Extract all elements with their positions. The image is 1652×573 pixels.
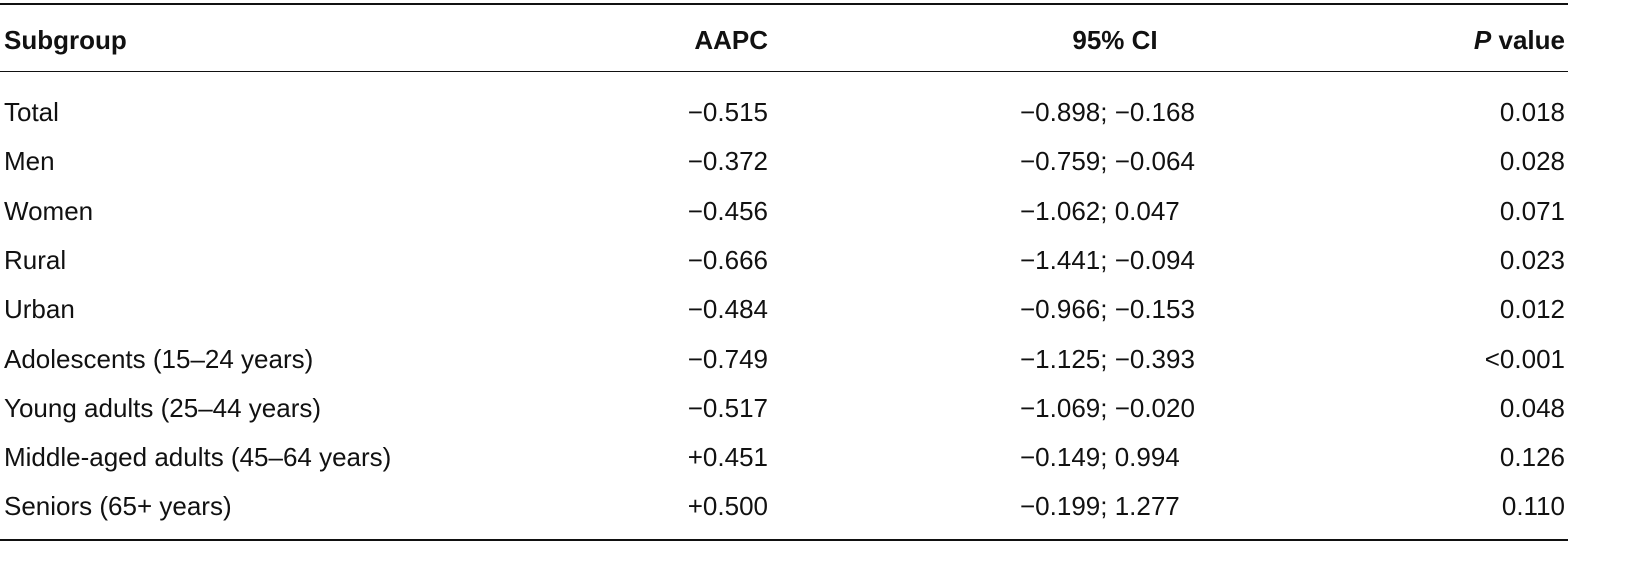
table-cell: 0.110: [1501, 491, 1565, 522]
table-cell: −0.666: [687, 244, 768, 275]
bottom-rule: [0, 539, 1568, 541]
table-cell: Women: [4, 195, 94, 226]
table-cell: 0.023: [1499, 244, 1565, 275]
header-italic: P: [1473, 25, 1492, 55]
table-cell: −0.759; −0.064: [1020, 146, 1195, 177]
table-cell: −0.149; 0.994: [1020, 442, 1180, 473]
table-cell: Rural: [4, 244, 67, 275]
table-cell: +0.451: [687, 442, 768, 473]
table-cell: 0.028: [1499, 146, 1565, 177]
table-cell: Total: [4, 97, 59, 127]
table-cell: 0.126: [1499, 442, 1565, 473]
table-cell: Urban: [4, 294, 75, 325]
table-cell: −0.966; −0.153: [1020, 294, 1195, 325]
header-cell: 95% CI: [1072, 25, 1158, 55]
header-text: value: [1498, 25, 1566, 55]
table-cell: −0.749: [687, 343, 768, 374]
table-cell: −1.069; −0.020: [1020, 392, 1195, 423]
table-cell: 0.071: [1499, 195, 1565, 226]
top-rule: [0, 3, 1568, 5]
table-cell: −0.515: [687, 97, 768, 127]
table-cell: −1.441; −0.094: [1020, 244, 1195, 275]
table-cell: −0.199; 1.277: [1020, 491, 1180, 522]
table-cell: −0.898; −0.168: [1020, 97, 1195, 127]
table-cell: +0.500: [687, 491, 768, 522]
table-cell: −0.372: [687, 146, 768, 177]
table-cell: Seniors (65+ years): [4, 491, 232, 522]
table-cell: −0.517: [687, 392, 768, 423]
table-cell: 0.018: [1499, 97, 1565, 127]
table-cell: <0.001: [1484, 343, 1565, 374]
table-cell: Men: [4, 146, 55, 177]
table-cell: −1.125; −0.393: [1020, 343, 1195, 374]
table-cell: Adolescents (15–24 years): [4, 343, 314, 374]
table-cell: Middle-aged adults (45–64 years): [4, 442, 392, 473]
table-cell: −0.484: [687, 294, 768, 325]
header-rule: [0, 71, 1568, 72]
table-cell: −0.456: [687, 195, 768, 226]
header-cell: P value: [1474, 25, 1565, 55]
table-cell: Young adults (25–44 years): [4, 392, 322, 423]
header-cell: AAPC: [694, 25, 768, 55]
table-cell: 0.012: [1499, 294, 1565, 325]
table-cell: 0.048: [1499, 392, 1565, 423]
header-cell: Subgroup: [4, 25, 127, 55]
table-cell: −1.062; 0.047: [1020, 195, 1180, 226]
